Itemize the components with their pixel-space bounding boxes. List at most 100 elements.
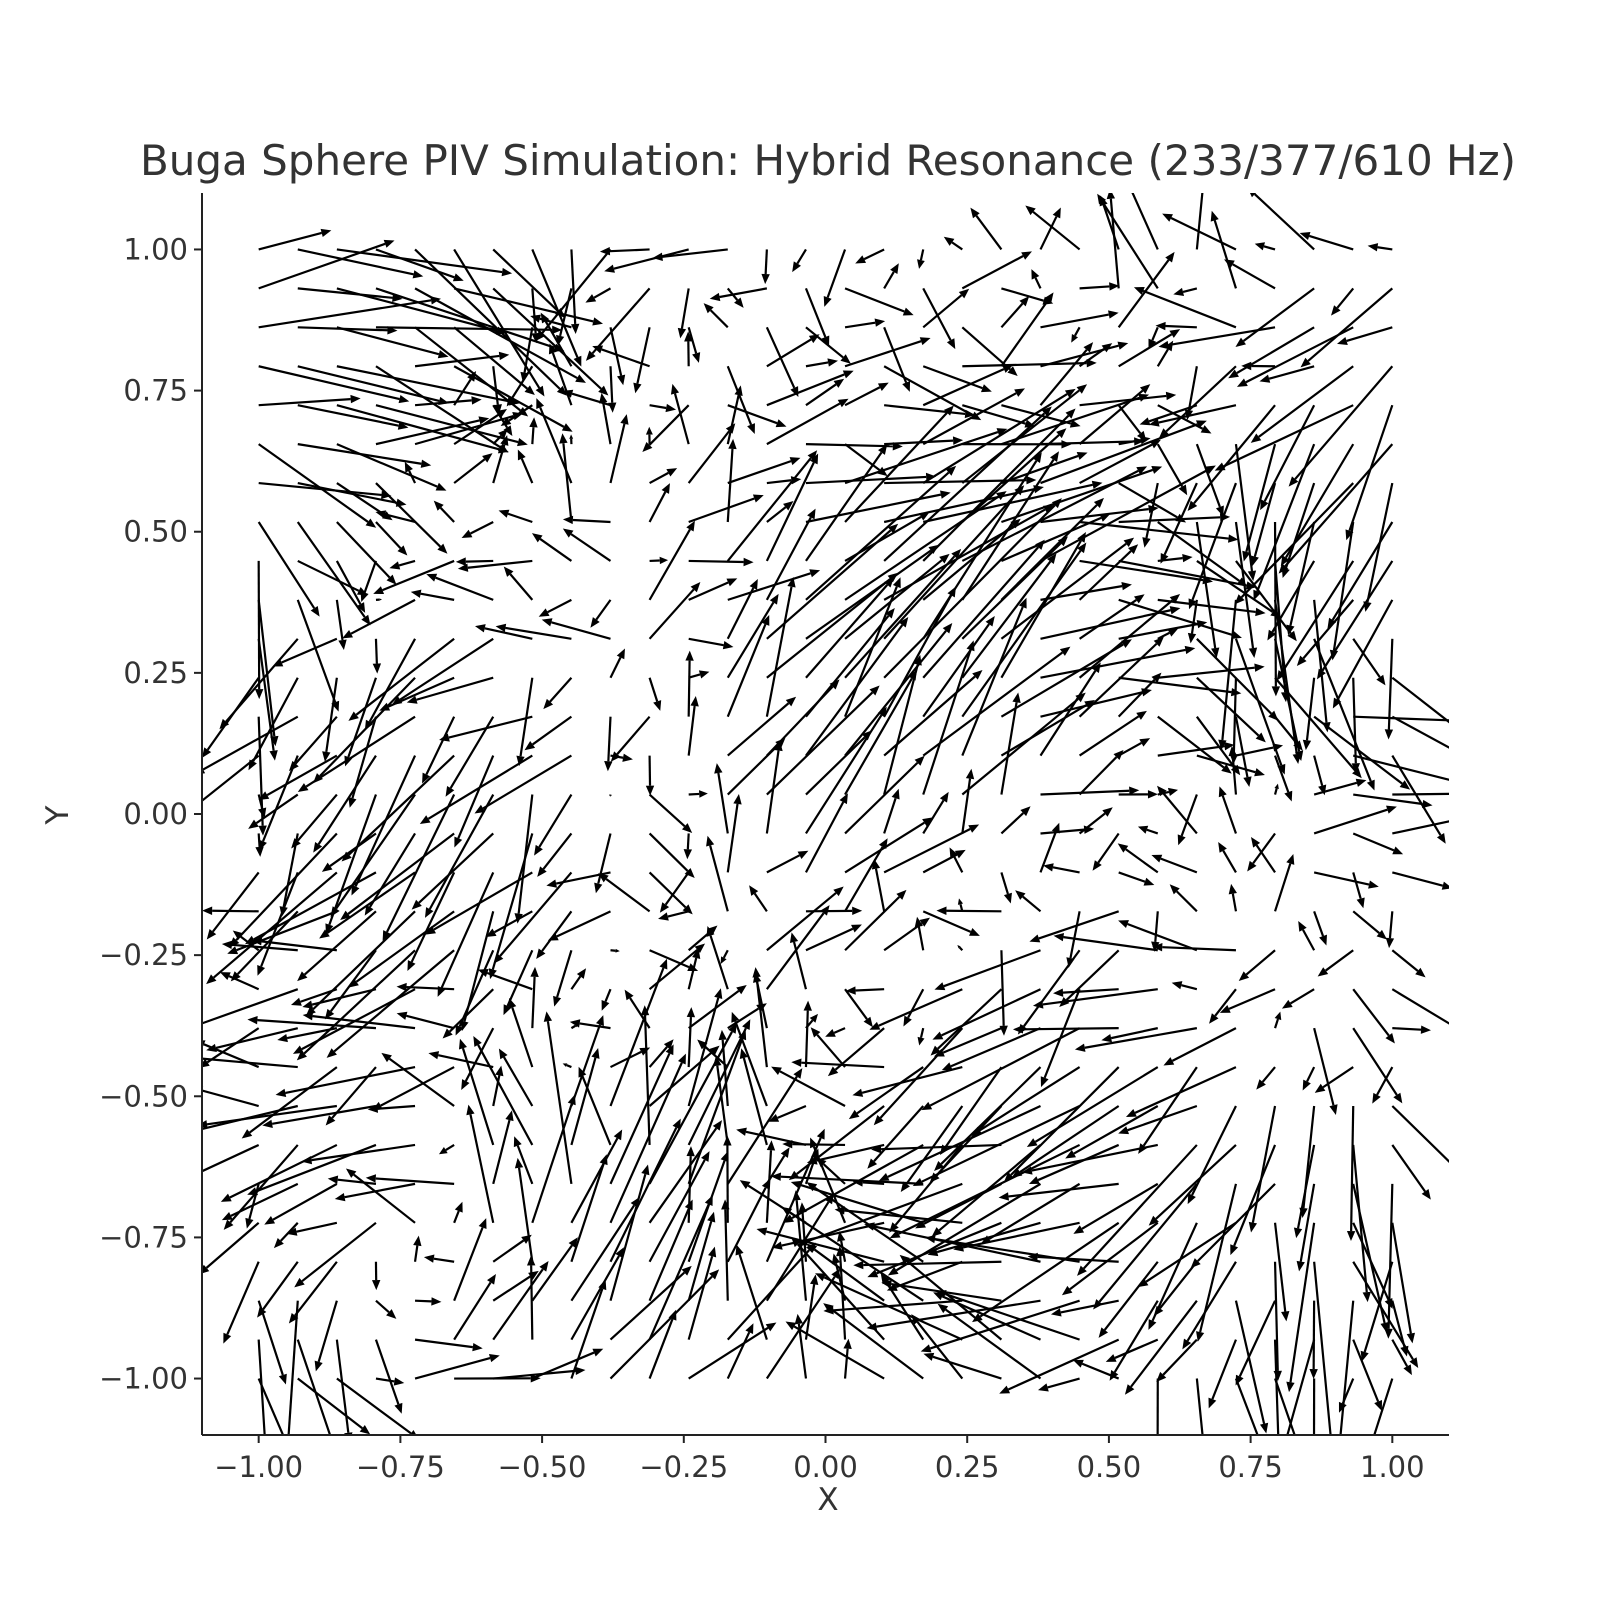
vector-arrow bbox=[372, 638, 382, 674]
vector-arrow bbox=[1117, 404, 1147, 442]
vector-arrow bbox=[1234, 521, 1258, 658]
vector-arrow bbox=[305, 910, 416, 1017]
vector-arrow bbox=[1352, 832, 1404, 855]
vector-arrow bbox=[962, 404, 1036, 428]
vector-arrow bbox=[1209, 988, 1237, 1024]
vector-arrow bbox=[1078, 343, 1113, 368]
vector-arrow bbox=[344, 677, 377, 767]
vector-arrow bbox=[805, 544, 940, 640]
vector-arrow bbox=[1000, 531, 1086, 679]
vector-arrow bbox=[1314, 1066, 1354, 1093]
vector-arrow bbox=[424, 794, 495, 918]
vector-arrow bbox=[1187, 599, 1198, 644]
vector-arrow bbox=[202, 1027, 260, 1068]
vector-arrow bbox=[886, 1260, 963, 1291]
vector-arrow bbox=[1000, 806, 1031, 835]
vector-arrow bbox=[805, 730, 872, 796]
vector-arrow bbox=[297, 248, 424, 279]
vector-arrow bbox=[257, 1378, 285, 1435]
vector-arrow bbox=[980, 1182, 1081, 1245]
vector-arrow bbox=[313, 755, 377, 853]
vector-arrow bbox=[1078, 594, 1145, 640]
vector-arrow bbox=[1071, 326, 1081, 343]
vector-arrow bbox=[1391, 949, 1426, 978]
vector-arrow bbox=[922, 640, 975, 795]
vector-arrow bbox=[1247, 832, 1276, 872]
vector-arrow bbox=[961, 251, 1032, 290]
vector-arrow bbox=[296, 1339, 332, 1435]
vector-arrow bbox=[766, 679, 840, 757]
vector-arrow bbox=[1228, 883, 1238, 912]
vector-arrow bbox=[1118, 598, 1242, 639]
vector-arrow bbox=[871, 1143, 1002, 1154]
vector-arrow bbox=[1078, 636, 1164, 718]
x-tick-label: −0.50 bbox=[498, 1450, 587, 1484]
vector-arrow bbox=[1210, 210, 1238, 289]
vector-arrow bbox=[1053, 988, 1119, 997]
vector-arrow bbox=[1330, 287, 1355, 316]
vector-arrow bbox=[1313, 778, 1367, 796]
vector-arrow bbox=[765, 1140, 776, 1223]
vector-arrow bbox=[998, 1182, 1119, 1201]
vector-arrow bbox=[296, 521, 371, 626]
vector-arrow bbox=[1152, 942, 1237, 952]
vector-arrow bbox=[1214, 404, 1354, 471]
vector-arrow bbox=[453, 1218, 487, 1302]
vector-arrow bbox=[869, 988, 963, 1030]
vector-arrow bbox=[1117, 843, 1159, 874]
vector-arrow bbox=[805, 490, 951, 524]
vector-arrow bbox=[1353, 793, 1433, 809]
vector-arrow bbox=[659, 871, 690, 913]
vector-arrow bbox=[543, 1011, 573, 1185]
vector-arrow bbox=[531, 1094, 576, 1224]
vector-arrow bbox=[1329, 521, 1355, 661]
vector-arrow bbox=[766, 500, 794, 523]
vector-arrow bbox=[961, 326, 1018, 377]
vector-arrow bbox=[296, 949, 416, 1061]
vector-arrow bbox=[461, 1027, 495, 1090]
vector-arrow bbox=[771, 1066, 846, 1107]
vector-arrow bbox=[883, 654, 922, 795]
vector-arrow bbox=[683, 833, 693, 860]
vector-arrow bbox=[883, 788, 900, 834]
vector-arrow bbox=[648, 1039, 674, 1068]
vector-arrow bbox=[648, 832, 695, 878]
vector-arrow bbox=[1137, 1221, 1237, 1288]
vector-arrow bbox=[1039, 822, 1060, 873]
vector-arrow bbox=[460, 911, 495, 1032]
vector-arrow bbox=[804, 793, 848, 873]
vector-arrow bbox=[1313, 1027, 1338, 1115]
vector-arrow bbox=[1235, 1300, 1277, 1386]
vector-arrow bbox=[219, 638, 299, 730]
vector-arrow bbox=[585, 287, 651, 361]
vector-arrow bbox=[929, 1105, 1003, 1183]
vector-arrow bbox=[1267, 560, 1316, 641]
vector-arrow bbox=[336, 404, 509, 454]
vector-arrow bbox=[805, 358, 838, 368]
vector-arrow bbox=[844, 988, 873, 1028]
vector-arrow bbox=[1074, 1027, 1198, 1052]
vector-arrow bbox=[492, 1110, 514, 1185]
vector-arrow bbox=[423, 1254, 455, 1263]
vector-arrow bbox=[844, 577, 901, 718]
vector-arrow bbox=[1224, 259, 1276, 290]
vector-arrow bbox=[375, 598, 383, 601]
vector-arrow bbox=[805, 706, 887, 835]
vector-arrow bbox=[1273, 1222, 1290, 1322]
vector-arrow bbox=[844, 405, 954, 523]
vector-arrow bbox=[1157, 787, 1179, 797]
vector-arrow bbox=[492, 1065, 504, 1107]
vector-arrow bbox=[391, 637, 494, 706]
vector-arrow bbox=[541, 618, 611, 640]
vector-arrow bbox=[900, 1105, 964, 1193]
vector-arrow bbox=[1256, 1066, 1276, 1090]
vector-arrow bbox=[1241, 361, 1276, 371]
vector-arrow bbox=[871, 858, 886, 912]
vector-arrow bbox=[492, 1261, 549, 1341]
vector-arrow bbox=[648, 1120, 723, 1224]
vector-arrow bbox=[1118, 619, 1208, 640]
vector-arrow bbox=[624, 989, 651, 1029]
vector-arrow bbox=[1050, 1299, 1119, 1317]
vector-arrow bbox=[221, 940, 298, 952]
vector-arrow bbox=[1138, 1066, 1198, 1154]
